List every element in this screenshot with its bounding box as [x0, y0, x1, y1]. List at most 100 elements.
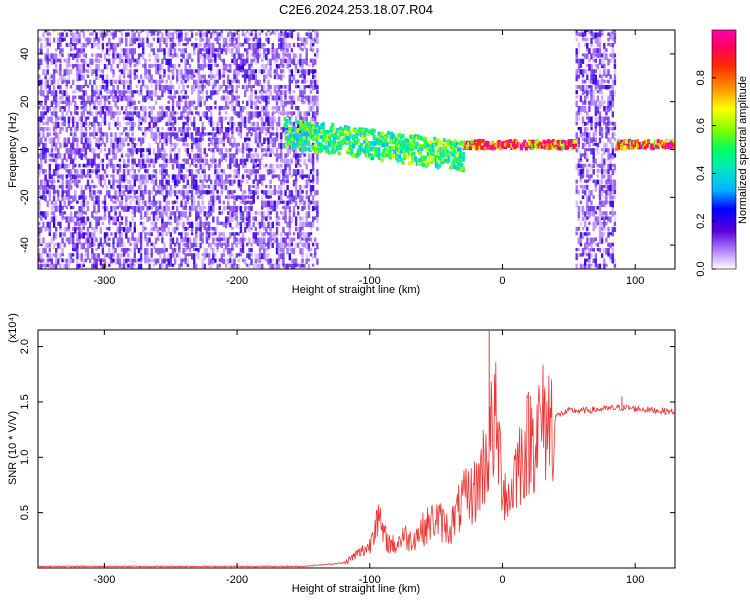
heatmap-cell: [220, 190, 223, 195]
heatmap-cell: [216, 90, 219, 95]
heatmap-cell: [252, 263, 255, 269]
heatmap-cell: [222, 132, 226, 140]
heatmap-cell: [231, 190, 234, 195]
heatmap-cell: [290, 258, 294, 263]
heatmap-cell: [314, 69, 317, 74]
heatmap-cell: [69, 232, 73, 238]
heatmap-cell: [271, 232, 274, 239]
heatmap-cell: [233, 121, 236, 126]
heatmap-cell: [586, 137, 589, 145]
heatmap-cell: [297, 158, 300, 165]
heatmap-cell: [256, 111, 260, 119]
heatmap-cell: [248, 205, 251, 211]
heatmap-cell: [55, 69, 58, 74]
heatmap-cell: [63, 106, 66, 112]
heatmap-cell: [269, 153, 272, 157]
heatmap-cell: [500, 144, 504, 148]
heatmap-cell: [390, 131, 394, 136]
heatmap-cell: [139, 174, 143, 180]
heatmap-cell: [277, 253, 281, 260]
heatmap-cell: [222, 37, 226, 45]
heatmap-cell: [190, 85, 194, 90]
heatmap-cell: [101, 106, 105, 113]
heatmap-cell: [307, 63, 311, 67]
heatmap-cell: [133, 242, 136, 248]
heatmap-cell: [203, 158, 206, 166]
heatmap-cell: [280, 137, 283, 143]
heatmap-cell: [97, 127, 100, 133]
heatmap-cell: [358, 131, 362, 136]
heatmap-cell: [169, 153, 172, 160]
heatmap-cell: [78, 263, 81, 268]
heatmap-cell: [159, 169, 162, 175]
heatmap-cell: [103, 100, 107, 107]
heatmap-cell: [292, 148, 296, 153]
heatmap-cell: [127, 169, 130, 176]
heatmap-cell: [271, 116, 274, 124]
heatmap-cell: [122, 142, 126, 147]
heatmap-cell: [301, 205, 304, 211]
heatmap-cell: [171, 174, 175, 180]
heatmap-cell: [575, 111, 578, 117]
heatmap-cell: [305, 95, 308, 101]
heatmap-cell: [65, 79, 68, 87]
heatmap-cell: [178, 211, 181, 218]
heatmap-cell: [178, 216, 181, 221]
heatmap-cell: [439, 159, 443, 164]
heatmap-cell: [91, 226, 94, 230]
heatmap-cell: [52, 58, 56, 65]
heatmap-cell: [420, 159, 424, 164]
heatmap-cell: [395, 137, 398, 142]
heatmap-cell: [218, 42, 221, 50]
heatmap-cell: [261, 30, 264, 33]
heatmap-cell: [528, 140, 531, 145]
heatmap-cell: [207, 163, 211, 171]
heatmap-cell: [210, 258, 213, 264]
heatmap-cell: [182, 195, 185, 201]
heatmap-cell: [190, 148, 194, 153]
heatmap-cell: [42, 221, 45, 228]
heatmap-cell: [258, 237, 262, 243]
heatmap-cell: [101, 248, 105, 255]
heatmap-cell: [269, 258, 272, 264]
heatmap-cell: [195, 248, 198, 251]
heatmap-cell: [110, 79, 113, 86]
heatmap-cell: [254, 137, 257, 144]
heatmap-cell: [67, 69, 71, 75]
heatmap-cell: [182, 158, 185, 162]
heatmap-cell: [258, 263, 262, 269]
heatmap-cell: [286, 48, 289, 53]
heatmap-cell: [112, 258, 115, 263]
heatmap-cell: [239, 121, 243, 128]
heatmap-cell: [186, 258, 189, 265]
heatmap-cell: [237, 232, 240, 236]
heatmap-cell: [137, 90, 141, 97]
heatmap-cell: [301, 237, 304, 241]
heatmap-cell: [237, 142, 240, 147]
heatmap-cell: [38, 63, 41, 70]
heatmap-cell: [159, 132, 162, 137]
heatmap-cell: [103, 174, 107, 180]
heatmap-cell: [241, 248, 245, 254]
heatmap-cell: [63, 163, 66, 170]
heatmap-cell: [214, 53, 217, 60]
heatmap-cell: [261, 242, 264, 250]
heatmap-cell: [182, 179, 185, 183]
heatmap-cell: [193, 184, 196, 190]
heatmap-cell: [284, 174, 287, 179]
heatmap-cell: [50, 137, 54, 144]
heatmap-cell: [125, 174, 128, 182]
heatmap-cell: [48, 190, 51, 196]
heatmap-cell: [558, 146, 562, 151]
heatmap-cell: [267, 211, 270, 218]
heatmap-cell: [48, 37, 51, 43]
heatmap-cell: [131, 158, 134, 164]
heatmap-cell: [390, 135, 394, 140]
heatmap-cell: [467, 144, 471, 149]
heatmap-cell: [374, 152, 378, 157]
heatmap-cell: [95, 248, 98, 251]
heatmap-cell: [38, 184, 41, 190]
heatmap-cell: [284, 53, 287, 57]
heatmap-cell: [173, 242, 177, 247]
heatmap-cell: [402, 148, 406, 153]
